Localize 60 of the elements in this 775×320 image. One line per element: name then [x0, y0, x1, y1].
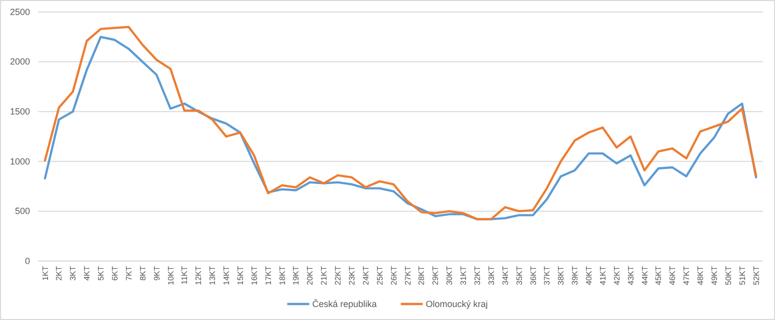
- x-tick-label: 7KT: [124, 266, 134, 281]
- x-tick-label: 46KT: [668, 266, 678, 286]
- x-tick-label: 26KT: [389, 266, 398, 286]
- x-tick-label: 42KT: [612, 266, 622, 286]
- y-tick-label: 500: [14, 206, 30, 216]
- x-tick-label: 25KT: [375, 266, 384, 286]
- x-tick-label: 29KT: [431, 266, 440, 286]
- x-tick-label: 6KT: [110, 266, 120, 281]
- x-tick-label: 45KT: [654, 266, 664, 286]
- x-tick-label: 17KT: [264, 266, 273, 286]
- x-tick-label: 51KT: [738, 266, 747, 286]
- x-tick-label: 44KT: [640, 266, 650, 286]
- x-tick-label: 13KT: [208, 266, 218, 286]
- legend-label: Česká republika: [312, 299, 377, 310]
- y-tick-label: 0: [24, 256, 30, 266]
- x-tick-label: 36KT: [528, 266, 538, 286]
- legend-label: Olomoucký kraj: [426, 299, 488, 310]
- x-tick-label: 37KT: [542, 266, 552, 286]
- y-tick-label: 2000: [10, 56, 30, 67]
- x-tick-label: 50KT: [724, 266, 733, 286]
- x-tick-label: 49KT: [710, 266, 719, 286]
- x-tick-label: 10KT: [166, 266, 176, 286]
- x-tick-label: 2KT: [54, 266, 64, 281]
- y-tick-label: 1500: [10, 106, 30, 116]
- x-tick-label: 21KT: [320, 266, 329, 286]
- x-tick-label: 43KT: [626, 266, 636, 286]
- x-tick-label: 32KT: [472, 266, 482, 286]
- x-tick-label: 38KT: [556, 266, 566, 286]
- x-tick-label: 47KT: [682, 266, 692, 286]
- x-tick-label: 3KT: [68, 266, 78, 281]
- x-tick-label: 8KT: [138, 266, 148, 281]
- x-tick-label: 31KT: [459, 266, 468, 286]
- x-tick-label: 1KT: [40, 266, 50, 281]
- x-tick-label: 12KT: [194, 266, 204, 286]
- x-tick-label: 40KT: [584, 266, 594, 286]
- x-tick-label: 19KT: [292, 266, 301, 286]
- x-tick-label: 48KT: [696, 266, 706, 286]
- x-tick-label: 22KT: [334, 266, 343, 286]
- x-tick-label: 35KT: [514, 266, 524, 286]
- x-tick-label: 34KT: [500, 266, 510, 286]
- x-tick-label: 20KT: [306, 266, 315, 286]
- y-tick-label: 1000: [10, 156, 30, 166]
- x-tick-label: 15KT: [236, 266, 245, 286]
- x-tick-label: 33KT: [486, 266, 496, 286]
- x-tick-label: 16KT: [250, 266, 259, 286]
- x-tick-label: 28KT: [417, 266, 426, 286]
- y-tick-label: 2500: [10, 6, 30, 17]
- x-tick-label: 27KT: [403, 266, 412, 286]
- x-tick-label: 39KT: [570, 266, 580, 286]
- x-tick-label: 5KT: [96, 266, 106, 281]
- x-tick-label: 18KT: [278, 266, 287, 286]
- x-tick-label: 23KT: [348, 266, 356, 286]
- x-tick-label: 14KT: [222, 266, 232, 286]
- x-tick-label: 11KT: [180, 266, 190, 285]
- x-tick-label: 41KT: [598, 266, 608, 286]
- x-tick-label: 24KT: [361, 266, 370, 286]
- x-tick-label: 30KT: [445, 266, 454, 286]
- x-tick-label: 52KT: [752, 266, 761, 286]
- x-tick-label: 9KT: [152, 266, 162, 281]
- x-tick-label: 4KT: [82, 266, 92, 281]
